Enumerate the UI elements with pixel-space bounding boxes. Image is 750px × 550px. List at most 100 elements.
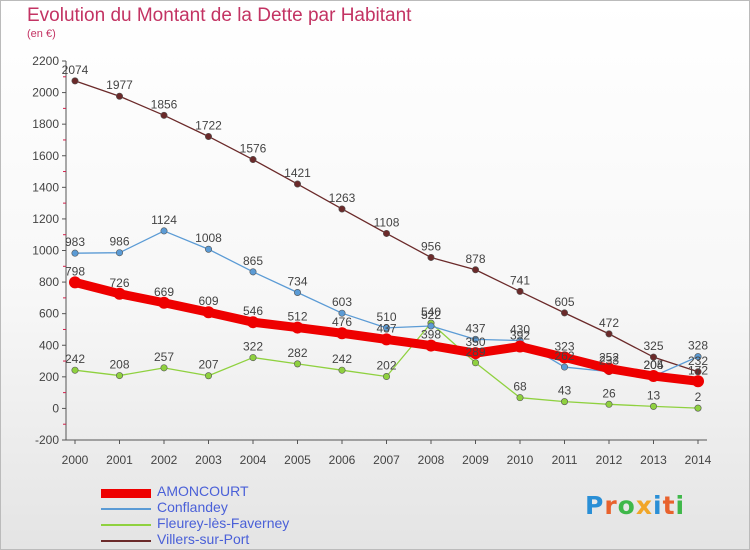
x-tick-label: 2008: [418, 453, 445, 467]
data-point-3-0: [71, 77, 79, 85]
y-tick-label: 1200: [32, 212, 59, 226]
data-label-1-12: 233: [599, 354, 619, 368]
data-point-1-3: [205, 245, 213, 253]
data-label-0-6: 476: [332, 315, 352, 329]
data-point-3-12: [605, 330, 613, 338]
logo-letter: o: [617, 491, 636, 520]
data-label-1-5: 734: [287, 275, 307, 289]
x-tick-label: 2012: [596, 453, 623, 467]
x-tick-label: 2003: [195, 453, 222, 467]
y-tick-label: 600: [39, 307, 59, 321]
data-point-3-11: [560, 309, 568, 317]
data-point-2-4: [249, 354, 257, 362]
data-point-2-3: [205, 372, 213, 380]
data-point-3-10: [516, 287, 524, 295]
data-point-0-4: [247, 316, 259, 329]
data-point-2-12: [605, 400, 613, 408]
data-point-2-9: [471, 359, 479, 367]
data-label-2-10: 68: [513, 380, 527, 394]
data-point-0-8: [425, 339, 437, 352]
data-label-0-11: 323: [554, 339, 574, 353]
data-label-3-6: 1263: [329, 191, 356, 205]
data-label-0-12: 252: [599, 351, 619, 365]
data-label-1-14: 328: [688, 339, 708, 353]
data-label-3-7: 1108: [374, 215, 400, 229]
data-label-2-7: 202: [376, 359, 396, 373]
legend-label-fleurey-les-faverney: Fleurey-lès-Faverney: [157, 515, 290, 531]
y-tick-label: 2000: [32, 86, 59, 100]
x-tick-label: 2013: [640, 453, 667, 467]
data-label-2-9: 289: [465, 345, 485, 359]
data-label-3-9: 878: [465, 252, 485, 266]
data-label-0-9: 350: [465, 335, 485, 349]
y-tick-label: 1800: [32, 117, 59, 131]
logo-letter: P: [585, 491, 605, 520]
data-point-0-11: [558, 351, 571, 364]
data-point-3-8: [427, 253, 435, 261]
x-tick-label: 2009: [462, 453, 489, 467]
data-label-2-2: 257: [154, 350, 174, 364]
data-point-0-10: [514, 340, 526, 353]
data-point-3-7: [382, 229, 390, 237]
data-label-1-8: 522: [421, 308, 441, 322]
data-label-0-4: 546: [243, 304, 263, 318]
data-label-1-13: 204: [643, 358, 663, 372]
data-label-3-0: 2074: [62, 63, 89, 77]
data-point-2-13: [649, 402, 657, 410]
data-label-0-7: 437: [376, 321, 396, 335]
data-point-1-2: [160, 227, 168, 235]
data-label-2-8: 540: [421, 305, 441, 319]
data-point-0-13: [647, 370, 660, 383]
data-label-2-13: 13: [647, 388, 661, 402]
logo-letter: i: [675, 491, 686, 520]
data-label-1-0: 983: [65, 235, 85, 249]
data-point-0-0: [69, 276, 81, 289]
data-point-3-13: [649, 353, 657, 361]
x-tick-label: 2001: [106, 453, 133, 467]
x-tick-label: 2006: [329, 453, 356, 467]
data-point-3-2: [160, 111, 168, 119]
data-point-0-1: [113, 287, 126, 300]
data-point-2-1: [116, 372, 124, 380]
data-point-0-6: [336, 327, 348, 340]
data-label-2-0: 242: [65, 352, 85, 366]
data-label-3-11: 605: [554, 295, 574, 309]
data-label-3-14: 232: [688, 354, 708, 368]
data-point-2-2: [160, 364, 168, 372]
data-point-3-4: [249, 156, 257, 164]
data-label-3-13: 325: [643, 339, 663, 353]
data-point-1-8: [427, 322, 435, 330]
data-label-1-2: 1124: [151, 213, 177, 227]
chart-title: Evolution du Montant de la Dette par Hab…: [27, 5, 412, 26]
y-tick-label: 1600: [32, 149, 59, 163]
data-point-2-7: [382, 373, 390, 381]
data-label-3-12: 472: [599, 316, 619, 330]
data-label-2-6: 242: [332, 352, 352, 366]
data-point-1-5: [293, 289, 301, 297]
y-tick-label: 1000: [32, 244, 59, 258]
data-point-0-12: [603, 362, 615, 375]
data-label-2-14: 2: [695, 390, 702, 404]
logo-letter: r: [604, 491, 618, 520]
data-point-1-4: [249, 268, 257, 276]
x-tick-label: 2004: [240, 453, 267, 467]
legend-label-amoncourt: AMONCOURT: [157, 483, 249, 499]
data-label-3-2: 1856: [151, 97, 178, 111]
data-point-1-11: [560, 363, 568, 371]
data-point-1-0: [71, 249, 79, 257]
y-tick-label: 200: [39, 370, 59, 384]
data-point-0-14: [692, 375, 704, 388]
data-point-1-9: [471, 335, 479, 343]
data-point-3-14: [694, 368, 702, 376]
data-label-1-7: 510: [376, 310, 396, 324]
logo-letter: t: [662, 491, 676, 520]
legend-label-conflandey: Conflandey: [157, 499, 228, 515]
y-tick-label: 0: [52, 401, 59, 415]
legend-swatch-amoncourt: [101, 488, 151, 498]
logo-letter: x: [635, 491, 653, 520]
chart-subtitle: (en €): [27, 28, 56, 40]
data-label-2-3: 207: [198, 358, 218, 372]
data-point-1-6: [338, 309, 346, 317]
data-label-0-0: 798: [65, 264, 85, 278]
